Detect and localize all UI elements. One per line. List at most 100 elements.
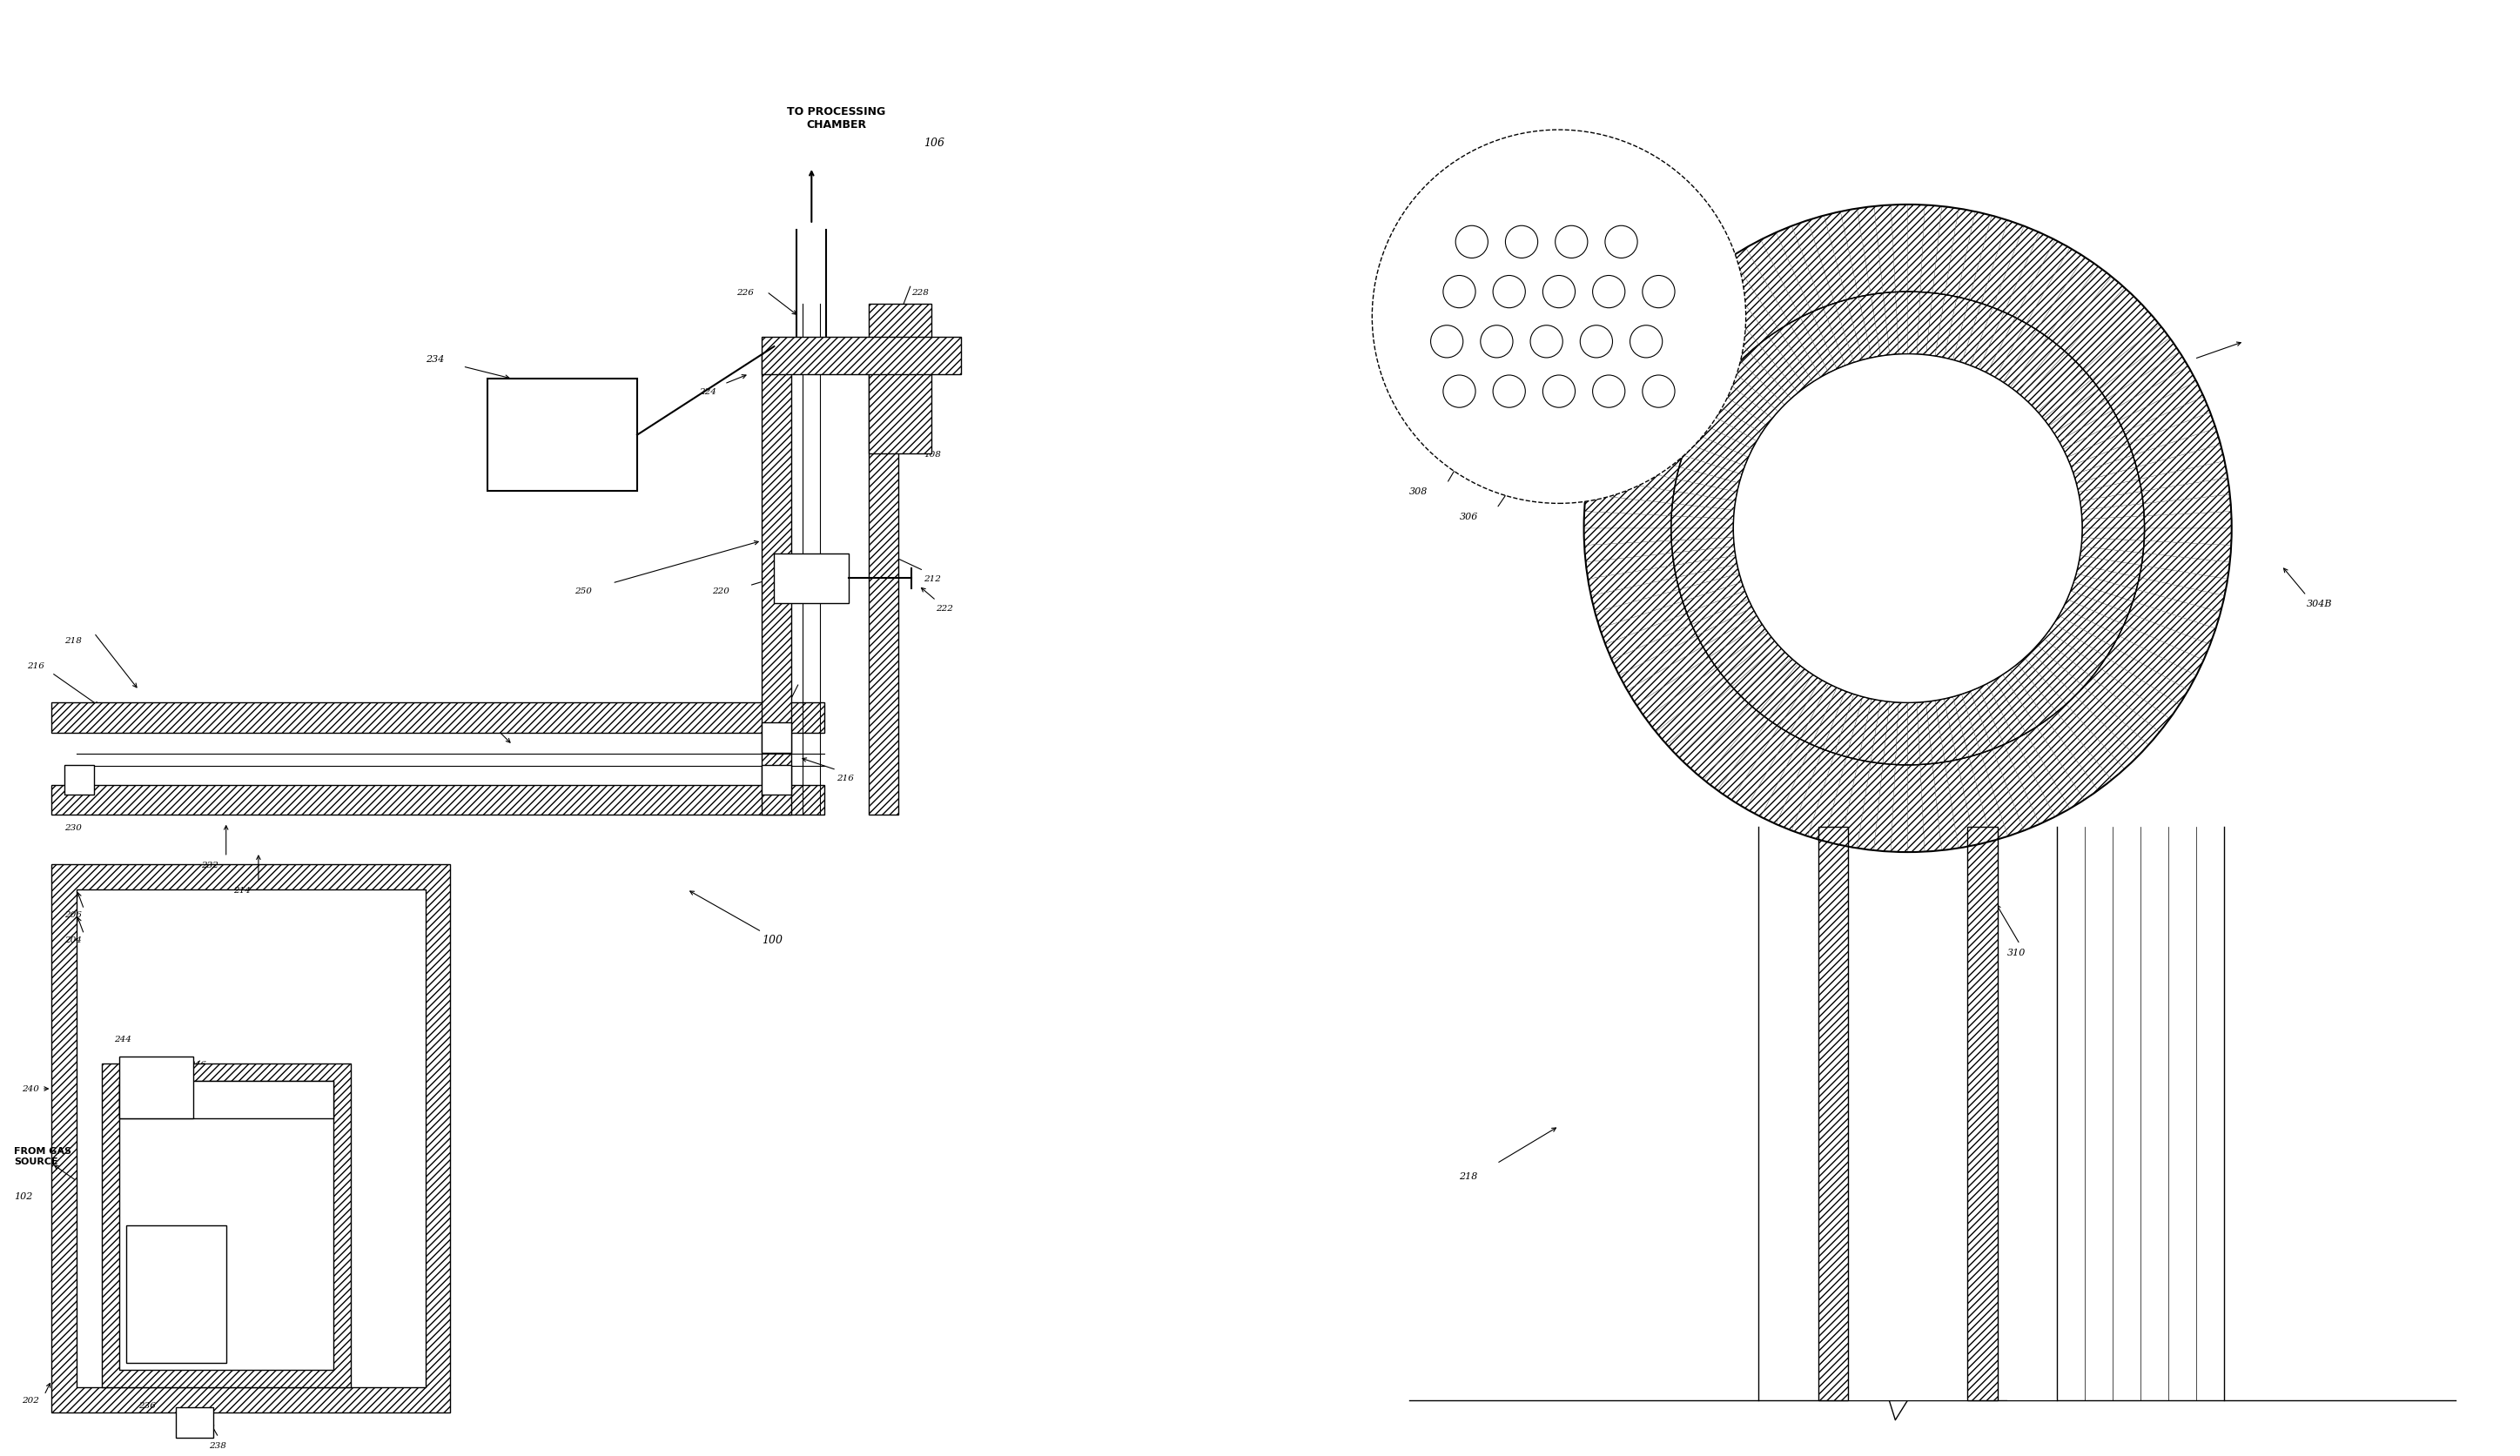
Circle shape — [1530, 326, 1562, 358]
Circle shape — [1457, 226, 1487, 259]
Wedge shape — [2041, 462, 2228, 507]
Text: 246: 246 — [189, 1060, 207, 1067]
Wedge shape — [1761, 651, 1852, 824]
Wedge shape — [1600, 571, 1779, 645]
Wedge shape — [2079, 547, 2142, 566]
Wedge shape — [1971, 309, 2003, 370]
Bar — [489, 380, 638, 492]
Wedge shape — [1870, 700, 1890, 764]
Wedge shape — [1915, 665, 1940, 852]
Wedge shape — [2074, 574, 2137, 601]
Text: 238: 238 — [209, 1441, 227, 1449]
Wedge shape — [1799, 684, 1837, 745]
Wedge shape — [1860, 296, 1880, 358]
Wedge shape — [1600, 414, 1779, 486]
Wedge shape — [2076, 467, 2139, 492]
Circle shape — [1479, 326, 1512, 358]
Wedge shape — [1847, 697, 1872, 760]
Wedge shape — [1671, 504, 1734, 520]
Wedge shape — [1978, 313, 2016, 374]
Wedge shape — [1731, 645, 1784, 696]
Wedge shape — [2036, 571, 2215, 645]
Wedge shape — [1930, 210, 1976, 395]
Wedge shape — [1943, 697, 1968, 760]
Bar — [53, 703, 824, 732]
Wedge shape — [1749, 345, 1797, 399]
Wedge shape — [1857, 207, 1893, 393]
Wedge shape — [1935, 213, 1991, 396]
Wedge shape — [1741, 652, 1792, 705]
Wedge shape — [1678, 626, 1817, 769]
Wedge shape — [2044, 632, 2099, 677]
Wedge shape — [1719, 639, 1832, 801]
Text: 216: 216 — [837, 773, 854, 782]
Wedge shape — [2079, 556, 2142, 578]
Wedge shape — [2066, 432, 2129, 466]
Wedge shape — [1986, 680, 2026, 740]
Wedge shape — [1613, 381, 1787, 473]
Circle shape — [1555, 226, 1588, 259]
Circle shape — [1580, 326, 1613, 358]
Wedge shape — [2044, 478, 2230, 514]
Circle shape — [1371, 131, 1746, 504]
Circle shape — [1504, 226, 1537, 259]
Text: 204: 204 — [63, 936, 81, 943]
Wedge shape — [1746, 240, 1845, 411]
Wedge shape — [1895, 703, 1908, 766]
Wedge shape — [2064, 600, 2124, 636]
Wedge shape — [1719, 258, 1832, 418]
Wedge shape — [1704, 616, 1761, 658]
Wedge shape — [2076, 565, 2139, 590]
Text: 242: 242 — [202, 1246, 219, 1255]
Wedge shape — [2044, 543, 2230, 579]
Wedge shape — [1731, 361, 1784, 412]
Wedge shape — [2034, 578, 2210, 661]
Wedge shape — [1749, 658, 1797, 712]
Wedge shape — [1668, 620, 1812, 757]
Text: 100: 100 — [761, 933, 784, 945]
Wedge shape — [2049, 623, 2107, 668]
Wedge shape — [1925, 700, 1945, 764]
Wedge shape — [2024, 352, 2074, 406]
Wedge shape — [1686, 591, 1749, 625]
Bar — [761, 724, 791, 753]
Text: 226: 226 — [736, 288, 753, 296]
Wedge shape — [1590, 446, 1777, 501]
Wedge shape — [1792, 657, 1865, 837]
Wedge shape — [1996, 325, 2036, 383]
Bar — [1817, 827, 1847, 1401]
Wedge shape — [1950, 221, 2024, 400]
Wedge shape — [1963, 651, 2054, 824]
Wedge shape — [1918, 702, 1933, 764]
Circle shape — [1643, 376, 1676, 408]
Wedge shape — [1676, 467, 1739, 492]
Bar — [869, 355, 900, 815]
Bar — [761, 766, 791, 795]
Wedge shape — [2036, 414, 2215, 486]
Wedge shape — [1976, 249, 2084, 414]
Text: 310: 310 — [2008, 948, 2026, 957]
Wedge shape — [2036, 639, 2092, 687]
Bar — [101, 1064, 350, 1388]
Wedge shape — [1998, 288, 2137, 432]
Wedge shape — [1943, 297, 1968, 361]
Wedge shape — [1696, 411, 1756, 450]
Text: 232: 232 — [438, 712, 456, 719]
Wedge shape — [1709, 390, 1767, 434]
Text: 202: 202 — [23, 1396, 40, 1404]
Bar — [53, 865, 451, 1412]
Wedge shape — [2074, 456, 2137, 483]
Wedge shape — [2054, 400, 2112, 441]
Wedge shape — [1895, 293, 1908, 355]
Circle shape — [1605, 226, 1638, 259]
Text: 214: 214 — [234, 885, 252, 894]
Wedge shape — [1993, 277, 2124, 427]
Text: 106: 106 — [925, 137, 945, 149]
Wedge shape — [1840, 210, 1887, 395]
Text: 212: 212 — [925, 575, 940, 582]
Circle shape — [1593, 277, 1625, 309]
Text: 216: 216 — [28, 662, 43, 670]
Wedge shape — [1988, 266, 2112, 422]
Wedge shape — [1691, 600, 1751, 636]
Text: 218: 218 — [1459, 1172, 1477, 1181]
